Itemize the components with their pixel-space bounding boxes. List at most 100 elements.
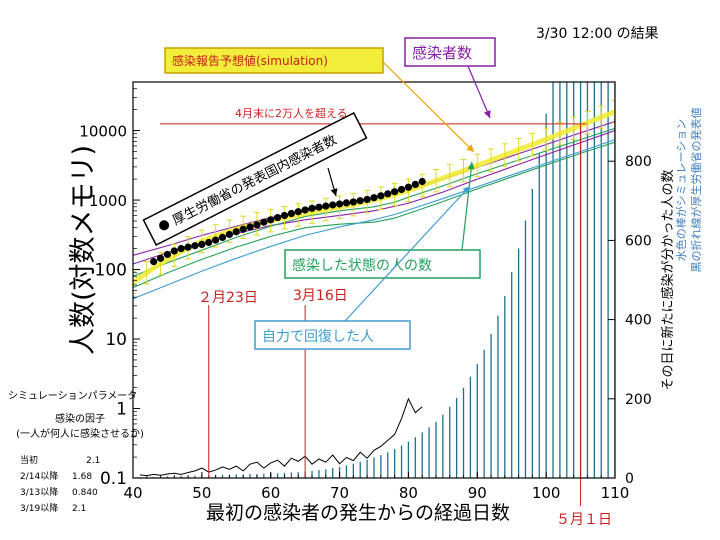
official-point-27 [335, 200, 344, 208]
official-point-2 [163, 250, 172, 259]
threshold-label: 4月末に2万人を超える [235, 106, 348, 120]
mar16-label: 3月16日 [293, 288, 348, 304]
official-point-34 [384, 190, 392, 198]
params-row3-value: 2.1 [72, 504, 86, 514]
y-right-tick-label-400: 400 [625, 313, 652, 329]
params-factor-note: (一人が何人に感染させるか) [16, 427, 144, 440]
callout-recovered: 自力で回復した人 [254, 185, 471, 350]
x-tick-label-50: 50 [192, 484, 211, 502]
params-factor: 感染の因子 [55, 412, 105, 425]
official-point-15 [253, 221, 261, 229]
callout-infected: 感染者数 [404, 37, 496, 119]
series-line-4 [133, 127, 615, 277]
official-point-39 [418, 177, 426, 186]
callout-official-arrow [327, 167, 338, 197]
official-point-32 [370, 194, 378, 202]
official-point-0 [150, 258, 158, 266]
x-tick-label-110: 110 [601, 484, 630, 502]
y-right-tick-label-600: 600 [625, 233, 652, 249]
feb23-label: ２月23日 [198, 290, 258, 306]
params-row2-value: 0.840 [72, 488, 98, 498]
params-row0-label: 当初 [20, 454, 38, 466]
callout-infectious-text: 感染した状態の人の数 [292, 257, 432, 274]
official-point-31 [363, 195, 371, 204]
official-point-11 [225, 230, 233, 239]
x-axis-label: 最初の感染者の発生からの経過日数 [206, 502, 510, 524]
official-point-8 [205, 238, 213, 247]
x-tick-label-60: 60 [261, 484, 280, 502]
side-note-line1: 水色の棒がシミュレーション [674, 119, 688, 262]
official-point-17 [267, 216, 275, 224]
official-point-5 [184, 243, 192, 251]
params-block: シミュレーションパラメータ 感染の因子 (一人が何人に感染させるか) 当初 2.… [8, 390, 144, 514]
official-point-1 [156, 254, 165, 262]
series-line-2 [133, 120, 615, 256]
x-tick-label-100: 100 [532, 484, 561, 502]
callout-simulation-text: 感染報告予想値(simulation) [172, 53, 328, 68]
official-point-33 [377, 192, 385, 200]
callout-recovered-text: 自力で回復した人 [262, 328, 374, 345]
may1-label: ５月１日 [556, 512, 612, 528]
official-point-19 [280, 211, 289, 220]
official-point-38 [411, 180, 419, 188]
y-left-tick-label-100: 100 [95, 261, 127, 281]
callout-infectious: 感染した状態の人の数 [284, 161, 481, 279]
official-point-12 [232, 228, 240, 236]
params-row1-value: 1.68 [72, 472, 92, 482]
official-point-22 [301, 206, 309, 214]
params-row3-label: 3/19以降 [20, 502, 58, 514]
y-right-tick-label-0: 0 [625, 471, 634, 487]
official-point-30 [356, 197, 364, 205]
official-point-28 [342, 199, 351, 207]
official-point-35 [391, 188, 399, 196]
official-point-36 [397, 185, 406, 194]
official-point-7 [198, 240, 206, 249]
official-point-29 [349, 198, 357, 206]
x-tick-label-80: 80 [399, 484, 418, 502]
series-line-5 [133, 141, 615, 289]
y-left-tick-label-0-1: 0.1 [100, 469, 127, 489]
official-point-14 [246, 223, 254, 231]
official-points-layer [150, 177, 426, 266]
axis-ticks-layer: 40 50 60 70 80 90 100 1100.11101001000100000200… [79, 81, 652, 502]
official-point-26 [329, 201, 337, 209]
official-point-13 [239, 225, 247, 233]
official-point-24 [315, 203, 323, 211]
side-note-line2: 黒の折れ線が厚生労働省の発表値 [689, 108, 703, 273]
y-left-tick-label-10: 10 [105, 330, 127, 350]
official-point-21 [294, 208, 302, 216]
callout-simulation: 感染報告予想値(simulation) [164, 47, 475, 153]
official-point-18 [274, 213, 282, 222]
official-point-37 [404, 183, 413, 191]
official-point-25 [322, 202, 330, 210]
params-row0-value: 2.1 [86, 456, 100, 466]
reference-lines-layer [160, 123, 587, 506]
official-point-6 [191, 242, 199, 250]
result-label: 3/30 12:00 の結果 [536, 26, 659, 42]
y-left-tick-label-1: 1 [116, 400, 127, 420]
official-point-10 [218, 233, 227, 242]
official-point-3 [170, 247, 178, 255]
y-right-tick-label-800: 800 [625, 154, 652, 170]
y-left-tick-label-1000: 1000 [89, 192, 127, 210]
callout-infected-text: 感染者数 [412, 44, 472, 62]
x-tick-label-40: 40 [123, 484, 142, 502]
y-right-axis-label: その日に新たに感染が分かった人の数 [660, 169, 676, 390]
official-daily-line [139, 397, 423, 477]
x-tick-label-70: 70 [330, 484, 349, 502]
params-row1-label: 2/14以降 [20, 470, 58, 482]
official-point-23 [308, 204, 316, 212]
y-left-axis-label: 人数(対数メモリ) [68, 145, 99, 355]
official-point-9 [212, 236, 220, 244]
y-left-tick-label-10000: 10000 [79, 123, 127, 141]
params-row2-label: 3/13以降 [20, 486, 58, 498]
official-point-20 [287, 209, 295, 218]
series-line-6 [133, 139, 615, 300]
x-tick-label-90: 90 [468, 484, 487, 502]
official-point-4 [177, 245, 185, 253]
y-right-tick-label-200: 200 [625, 392, 652, 408]
params-title: シミュレーションパラメータ [8, 390, 137, 402]
official-point-16 [260, 218, 268, 226]
